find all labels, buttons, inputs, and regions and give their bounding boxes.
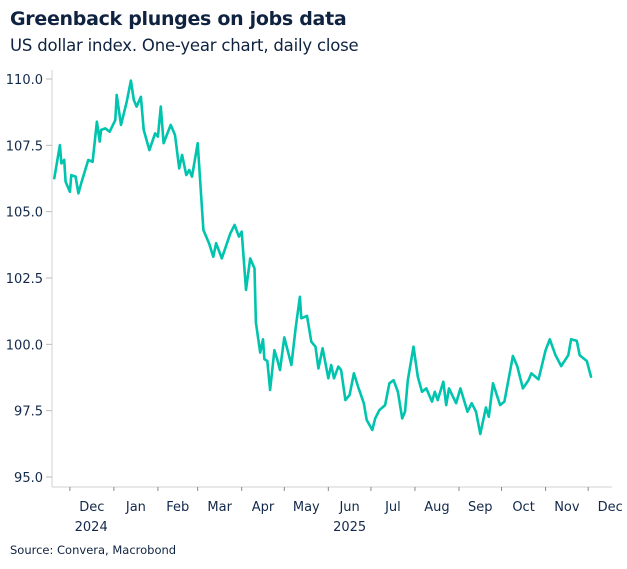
x-tick-label: Jan xyxy=(125,500,146,515)
y-tick-label: 110.0 xyxy=(6,73,43,88)
y-tick-label: 95.0 xyxy=(14,471,43,486)
chart-subtitle: US dollar index. One-year chart, daily c… xyxy=(10,36,359,55)
x-year-label: 2024 xyxy=(75,520,108,535)
x-tick-label: Dec xyxy=(598,500,623,515)
y-tick-label: 105.0 xyxy=(6,206,43,221)
chart-title: Greenback plunges on jobs data xyxy=(10,8,347,30)
y-tick-label: 97.5 xyxy=(14,405,43,420)
x-tick-label: Apr xyxy=(252,500,275,515)
x-tick-label: Jul xyxy=(384,500,401,515)
x-year-label: 2025 xyxy=(333,520,366,535)
y-tick-label: 100.0 xyxy=(6,338,43,353)
x-tick-label: Feb xyxy=(166,500,189,515)
source-note: Source: Convera, Macrobond xyxy=(10,543,177,557)
y-tick-label: 107.5 xyxy=(6,139,43,154)
dollar-index-line xyxy=(52,79,593,436)
x-tick-label: Aug xyxy=(424,500,449,515)
x-tick-label: Sep xyxy=(468,500,493,515)
x-tick-label: Dec xyxy=(79,500,104,515)
x-tick-label: Mar xyxy=(207,500,232,515)
x-tick-label: Nov xyxy=(554,500,580,515)
x-tick-label: Jun xyxy=(338,500,359,515)
y-tick-label: 102.5 xyxy=(6,272,43,287)
x-tick-label: Oct xyxy=(512,500,534,515)
x-tick-label: May xyxy=(293,500,320,515)
